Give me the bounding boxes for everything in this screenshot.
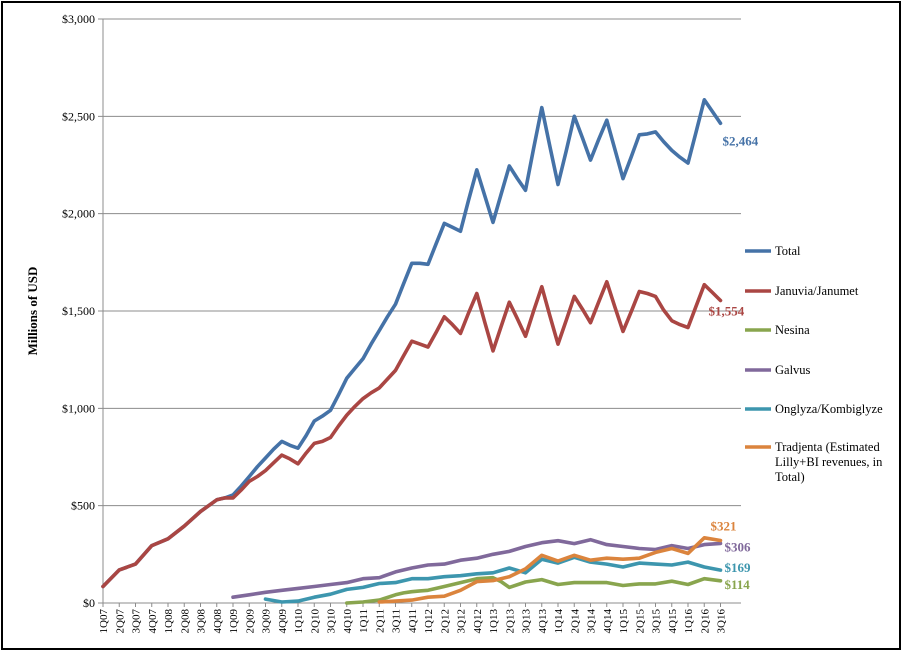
end-value-label: $1,554 xyxy=(709,303,745,318)
x-tick-label: 2Q07 xyxy=(114,609,126,634)
legend-label: Total xyxy=(775,244,801,258)
legend-label: Tradjenta (Estimated xyxy=(775,440,880,454)
x-tick-label: 1Q11 xyxy=(358,609,370,633)
series-lines xyxy=(101,98,723,605)
x-tick-label: 1Q12 xyxy=(423,609,435,633)
x-tick-label: 3Q14 xyxy=(586,609,598,634)
x-tick-label: 2Q15 xyxy=(634,609,646,634)
y-axis: $0 $500 $1,000 $1,500 $2,000 $2,500 $3,000 xyxy=(62,12,104,610)
y-tick-label: $2,500 xyxy=(62,109,95,123)
x-tick-label: 4Q11 xyxy=(407,609,419,633)
x-tick-label: 2Q10 xyxy=(309,609,321,634)
x-tick-label: 4Q09 xyxy=(277,609,289,634)
x-tick-label: 3Q16 xyxy=(716,609,728,634)
y-tick-label: $0 xyxy=(83,596,95,610)
x-tick-label: 3Q15 xyxy=(651,609,663,634)
line-chart: $0 $500 $1,000 $1,500 $2,000 $2,500 $3,000 1Q0… xyxy=(25,12,883,633)
x-tick-label: 4Q12 xyxy=(472,609,484,633)
x-axis: 1Q07 2Q07 3Q07 4Q07 1Q08 2Q08 3Q08 4Q08 1Q09 2Q09… xyxy=(98,603,728,633)
x-tick-label: 4Q07 xyxy=(147,609,159,634)
x-tick-label: 1Q09 xyxy=(228,609,240,634)
end-value-label: $2,464 xyxy=(723,133,759,148)
legend-label: Lilly+BI revenues, in xyxy=(775,455,883,469)
x-tick-label: 3Q10 xyxy=(326,609,338,634)
y-tick-label: $2,000 xyxy=(62,207,95,221)
x-tick-label: 3Q13 xyxy=(521,609,533,634)
gridlines xyxy=(98,18,741,604)
x-tick-label: 1Q14 xyxy=(553,609,565,634)
end-labels: $2,464 $1,554 $114 $306 $169 $321 xyxy=(709,133,759,591)
y-tick-label: $1,000 xyxy=(62,401,95,415)
y-tick-label: $500 xyxy=(71,499,95,513)
series-line-tradjenta xyxy=(377,535,723,604)
x-tick-label: 2Q13 xyxy=(504,609,516,634)
x-tick-label: 1Q13 xyxy=(488,609,500,634)
end-value-label: $321 xyxy=(711,519,737,534)
y-axis-label: Millions of USD xyxy=(25,267,40,356)
x-tick-label: 4Q13 xyxy=(537,609,549,634)
x-tick-label: 1Q08 xyxy=(163,609,175,634)
x-tick-label: 1Q16 xyxy=(683,609,695,634)
x-tick-label: 2Q08 xyxy=(179,609,191,634)
legend-label: Total) xyxy=(775,470,805,484)
x-tick-label: 2Q14 xyxy=(569,609,581,634)
x-tick-label: 3Q09 xyxy=(261,609,273,634)
legend-label: Onglyza/Kombiglyze xyxy=(775,402,883,416)
x-tick-label: 1Q07 xyxy=(98,609,110,634)
series-line-januviajanumet xyxy=(101,279,723,589)
x-tick-label: 2Q12 xyxy=(439,609,451,633)
end-value-label: $114 xyxy=(725,577,751,592)
x-tick-label: 4Q08 xyxy=(212,609,224,634)
x-tick-label: 1Q15 xyxy=(618,609,630,634)
legend-label: Nesina xyxy=(775,323,810,337)
end-value-label: $306 xyxy=(725,539,752,554)
y-tick-label: $1,500 xyxy=(62,304,95,318)
x-tick-label: 2Q16 xyxy=(699,609,711,634)
series-line-galvus xyxy=(231,537,723,600)
series-line-nesina xyxy=(344,575,723,605)
x-tick-label: 3Q07 xyxy=(131,609,143,634)
x-tick-label: 3Q12 xyxy=(456,609,468,633)
y-tick-label: $3,000 xyxy=(62,12,95,26)
legend: Total Januvia/Janumet Nesina Galvus Onglyza/… xyxy=(745,244,883,484)
series-line-total xyxy=(101,98,723,589)
x-tick-label: 4Q14 xyxy=(602,609,614,634)
x-tick-label: 4Q15 xyxy=(667,609,679,634)
x-tick-label: 3Q08 xyxy=(196,609,208,634)
end-value-label: $169 xyxy=(725,560,752,575)
legend-label: Januvia/Janumet xyxy=(775,284,859,298)
x-tick-label: 2Q11 xyxy=(374,609,386,633)
legend-label: Galvus xyxy=(775,363,811,377)
x-tick-label: 4Q10 xyxy=(342,609,354,634)
series-line-onglyzakombiglyze xyxy=(263,555,723,604)
x-tick-label: 1Q10 xyxy=(293,609,305,634)
x-tick-label: 2Q09 xyxy=(244,609,256,634)
x-tick-label: 3Q11 xyxy=(391,609,403,633)
